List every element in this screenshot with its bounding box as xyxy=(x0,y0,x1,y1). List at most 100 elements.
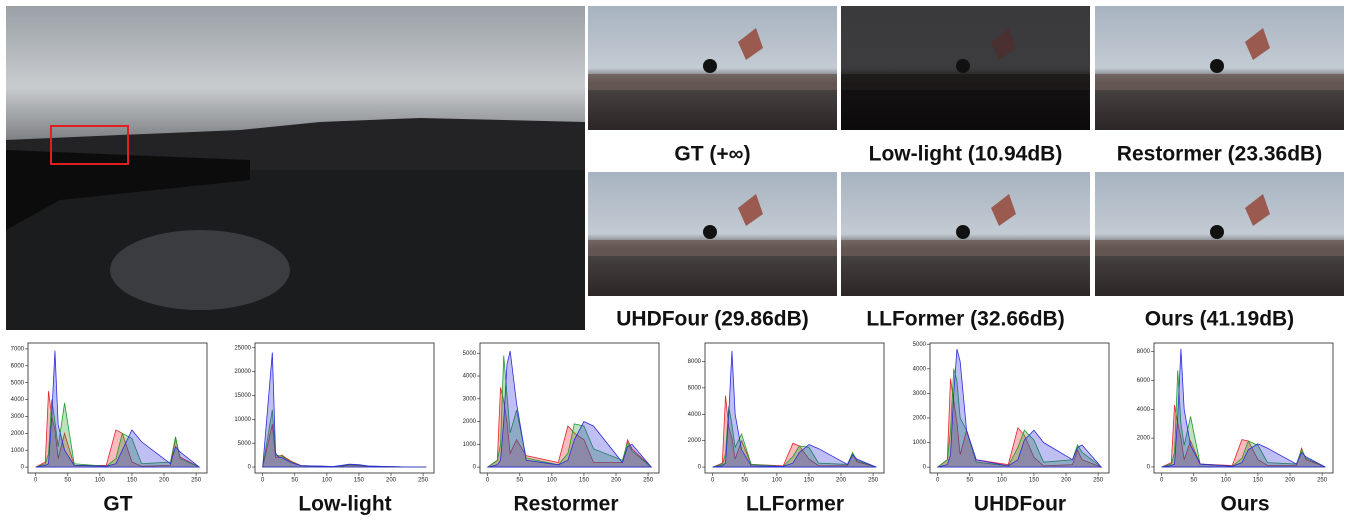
x-tick-label: 100 xyxy=(1221,478,1232,484)
histogram: 0 1000 2000 3000 4000 5000 0 50 100 150 200 250 Rest… xyxy=(463,342,660,516)
y-tick-label: 20000 xyxy=(234,369,251,375)
x-tick-label: 250 xyxy=(191,478,202,484)
histogram-area xyxy=(262,352,427,468)
y-tick-label: 5000 xyxy=(238,441,252,447)
histogram: 0 5000 10000 15000 20000 25000 0 50 100 150 200 250… xyxy=(234,342,435,516)
caption: UHDFour (29.86dB) xyxy=(616,308,809,331)
histogram: 0 2000 4000 6000 8000 0 50 100 150 200 250 Ours xyxy=(1137,342,1334,516)
histogram-label: Ours xyxy=(1220,493,1269,516)
main-photo xyxy=(6,6,585,330)
y-tick-label: 8000 xyxy=(1137,349,1151,355)
caption: Low-light (10.94dB) xyxy=(869,143,1063,166)
figure-silhouette xyxy=(1210,225,1224,239)
flag xyxy=(1245,194,1270,226)
caption: LLFormer (32.66dB) xyxy=(866,308,1064,331)
y-tick-label: 4000 xyxy=(688,412,702,418)
y-tick-label: 0 xyxy=(21,465,25,471)
histogram-area xyxy=(486,387,653,468)
y-tick-label: 1000 xyxy=(463,442,477,448)
x-tick-label: 0 xyxy=(711,478,715,484)
y-tick-label: 5000 xyxy=(11,380,25,386)
x-tick-label: 150 xyxy=(804,478,815,484)
figure-silhouette xyxy=(956,225,970,239)
x-tick-label: 100 xyxy=(95,478,106,484)
y-tick-label: 0 xyxy=(923,465,927,471)
x-tick-label: 100 xyxy=(772,478,783,484)
y-tick-label: 0 xyxy=(698,465,702,471)
x-tick-label: 0 xyxy=(936,478,940,484)
flag xyxy=(1245,28,1270,60)
histogram-label: GT xyxy=(103,493,132,516)
railing xyxy=(841,240,1090,256)
histogram-area xyxy=(936,368,1103,468)
x-tick-label: 50 xyxy=(1190,478,1197,484)
y-tick-label: 4000 xyxy=(1137,407,1151,413)
caption: GT (+∞) xyxy=(674,143,750,166)
x-tick-label: 150 xyxy=(354,478,365,484)
y-tick-label: 1000 xyxy=(11,448,25,454)
railing xyxy=(841,74,1090,90)
y-tick-label: 6000 xyxy=(1137,378,1151,384)
flag xyxy=(738,28,763,60)
flag xyxy=(991,28,1016,60)
histogram-label: Restormer xyxy=(513,493,618,516)
x-tick-label: 0 xyxy=(1160,478,1164,484)
x-tick-label: 50 xyxy=(64,478,71,484)
histogram-area xyxy=(486,355,653,468)
y-tick-label: 4000 xyxy=(913,366,927,372)
y-tick-label: 2000 xyxy=(1137,436,1151,442)
plot-frame xyxy=(254,342,435,474)
x-tick-label: 250 xyxy=(1093,478,1104,484)
y-tick-label: 5000 xyxy=(913,342,927,348)
x-tick-label: 250 xyxy=(868,478,879,484)
y-tick-label: 6000 xyxy=(11,363,25,369)
figure-silhouette xyxy=(703,225,717,239)
y-tick-label: 3000 xyxy=(11,414,25,420)
x-tick-label: 250 xyxy=(643,478,654,484)
x-tick-label: 50 xyxy=(741,478,748,484)
y-tick-label: 4000 xyxy=(463,374,477,380)
x-tick-label: 200 xyxy=(159,478,170,484)
histogram-area xyxy=(1161,348,1326,468)
y-tick-label: 0 xyxy=(1147,465,1151,471)
x-tick-label: 0 xyxy=(34,478,38,484)
x-tick-label: 150 xyxy=(579,478,590,484)
railing xyxy=(1095,74,1344,90)
x-tick-label: 200 xyxy=(611,478,622,484)
y-tick-label: 3000 xyxy=(913,391,927,397)
histogram: 0 2000 4000 6000 8000 0 50 100 150 200 250 LLFormer xyxy=(688,342,885,516)
x-tick-label: 0 xyxy=(486,478,490,484)
y-tick-label: 8000 xyxy=(688,359,702,365)
figure-silhouette xyxy=(703,59,717,73)
x-tick-label: 100 xyxy=(997,478,1008,484)
caption: Ours (41.19dB) xyxy=(1145,308,1294,331)
flag xyxy=(738,194,763,226)
x-tick-label: 200 xyxy=(1285,478,1296,484)
y-tick-label: 6000 xyxy=(688,385,702,391)
x-tick-label: 150 xyxy=(127,478,138,484)
y-tick-label: 25000 xyxy=(234,345,251,351)
flag xyxy=(991,194,1016,226)
x-tick-label: 200 xyxy=(1061,478,1072,484)
y-tick-label: 0 xyxy=(473,465,477,471)
x-tick-label: 50 xyxy=(291,478,298,484)
x-tick-label: 100 xyxy=(547,478,558,484)
x-tick-label: 200 xyxy=(836,478,847,484)
x-tick-label: 250 xyxy=(1317,478,1328,484)
x-tick-label: 250 xyxy=(418,478,429,484)
histogram-area xyxy=(487,350,653,468)
histogram-area xyxy=(937,349,1103,468)
y-tick-label: 2000 xyxy=(688,438,702,444)
railing xyxy=(588,240,837,256)
figure-silhouette xyxy=(956,59,970,73)
histogram-area xyxy=(35,350,201,468)
y-tick-label: 1000 xyxy=(913,440,927,446)
histogram-label: LLFormer xyxy=(746,493,844,516)
histogram-area xyxy=(1161,370,1326,468)
x-tick-label: 0 xyxy=(261,478,265,484)
y-tick-label: 10000 xyxy=(234,417,251,423)
histogram: 0 1000 2000 3000 4000 5000 0 50 100 150 200 250 UHDF… xyxy=(913,342,1110,516)
y-tick-label: 2000 xyxy=(463,419,477,425)
y-tick-label: 0 xyxy=(248,465,252,471)
